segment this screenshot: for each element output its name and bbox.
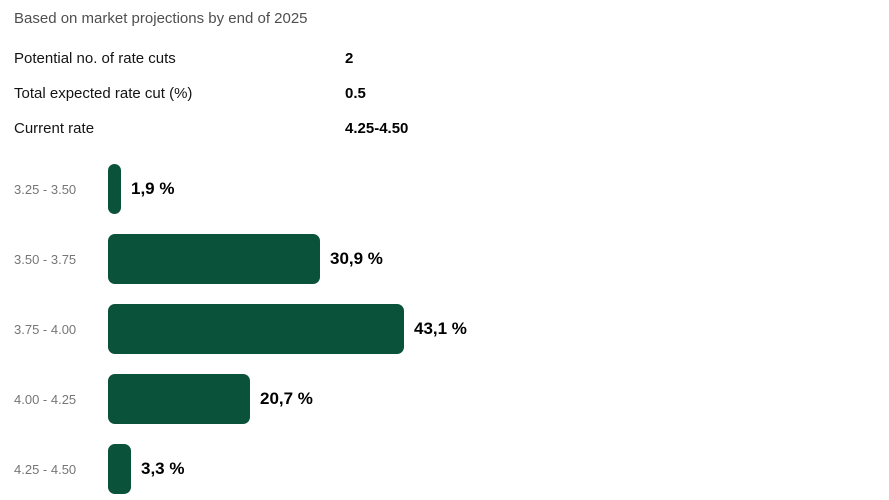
chart-row: 4.25 - 4.50 3,3 % — [0, 434, 889, 500]
summary-label: Current rate — [14, 120, 95, 137]
table-row: Total expected rate cut (%) 0.5 — [14, 76, 889, 111]
summary-table: Potential no. of rate cuts 2 Total expec… — [14, 41, 889, 146]
chart-subtitle: Based on market projections by end of 20… — [14, 10, 308, 27]
summary-label: Total expected rate cut (%) — [14, 85, 193, 102]
summary-value: 2 — [345, 50, 354, 67]
category-label: 3.25 - 3.50 — [14, 181, 77, 197]
table-row: Potential no. of rate cuts 2 — [14, 41, 889, 76]
bar — [108, 374, 250, 424]
bar — [108, 444, 131, 494]
value-label: 20,7 % — [260, 389, 313, 408]
summary-value: 4.25-4.50 — [345, 120, 409, 137]
chart-row: 4.00 - 4.25 20,7 % — [0, 364, 889, 434]
bar — [108, 234, 320, 284]
category-label: 3.50 - 3.75 — [14, 251, 77, 267]
table-row: Current rate 4.25-4.50 — [14, 111, 889, 146]
value-label: 1,9 % — [131, 179, 175, 198]
category-label: 4.00 - 4.25 — [14, 391, 77, 407]
category-label: 3.75 - 4.00 — [14, 321, 77, 337]
chart-row: 3.25 - 3.50 1,9 % — [0, 154, 889, 224]
bar — [108, 304, 404, 354]
summary-value: 0.5 — [345, 85, 366, 102]
summary-label: Potential no. of rate cuts — [14, 50, 176, 67]
chart-row: 3.50 - 3.75 30,9 % — [0, 224, 889, 294]
value-label: 43,1 % — [414, 319, 467, 338]
chart-row: 3.75 - 4.00 43,1 % — [0, 294, 889, 364]
category-label: 4.25 - 4.50 — [14, 461, 77, 477]
probability-bar-chart: 3.25 - 3.50 1,9 % 3.50 - 3.75 30,9 % 3.7… — [0, 154, 889, 500]
value-label: 3,3 % — [141, 459, 185, 478]
value-label: 30,9 % — [330, 249, 383, 268]
bar — [108, 164, 121, 214]
